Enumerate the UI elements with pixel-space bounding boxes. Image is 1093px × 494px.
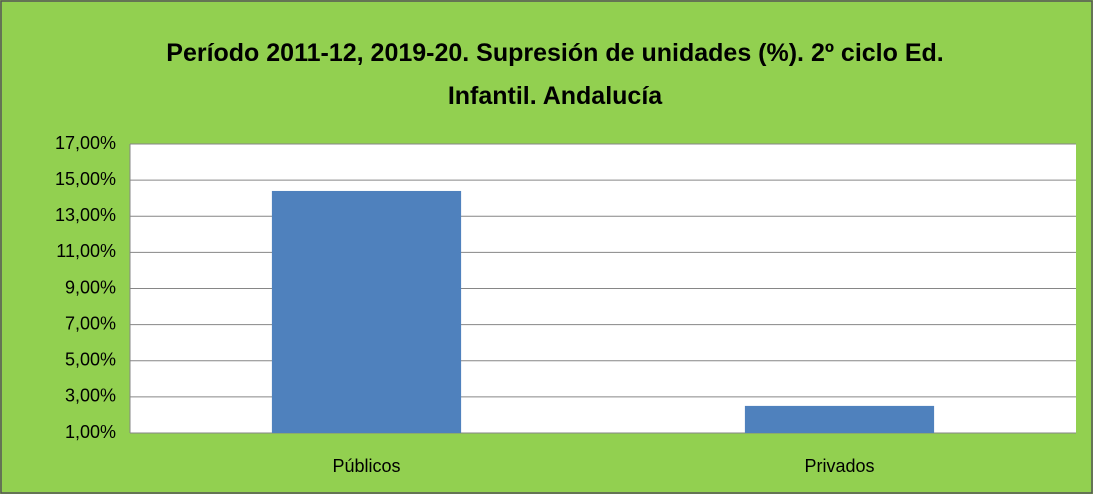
x-tick-label: Públicos: [332, 456, 400, 476]
y-tick-label: 9,00%: [65, 277, 116, 297]
y-tick-label: 1,00%: [65, 422, 116, 442]
x-tick-label: Privados: [804, 456, 874, 476]
y-tick-label: 13,00%: [55, 205, 116, 225]
bar: [271, 190, 462, 433]
y-tick-label: 15,00%: [55, 169, 116, 189]
y-tick-label: 7,00%: [65, 313, 116, 333]
bar: [744, 405, 935, 433]
y-tick-label: 17,00%: [55, 133, 116, 153]
y-tick-label: 11,00%: [56, 241, 116, 261]
y-tick-label: 3,00%: [65, 386, 116, 406]
chart-title: Período 2011-12, 2019-20. Supresión de u…: [166, 39, 944, 110]
y-tick-label: 5,00%: [65, 350, 116, 370]
